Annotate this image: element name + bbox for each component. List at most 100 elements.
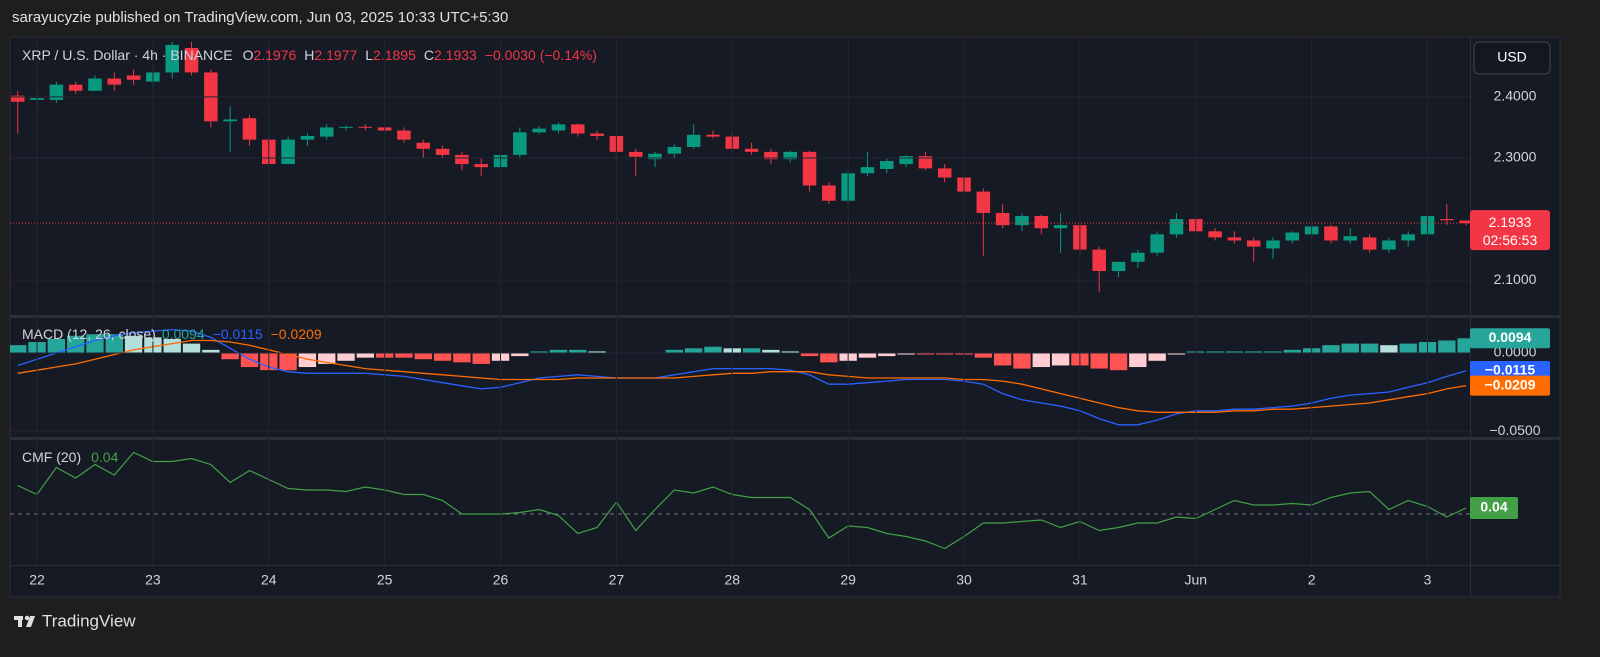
histogram-bar [936,352,954,355]
x-tick-label: Jun [1184,572,1207,588]
legend-value: −0.0209 [271,326,322,342]
axis-value-box [1470,328,1550,349]
signal-line [17,339,1467,413]
candle-body [1246,240,1261,247]
histogram-bar [897,352,915,355]
histogram-bar [1264,351,1282,353]
x-tick-label: 2 [1308,572,1316,588]
candle-body [1440,219,1454,221]
axis-value-label: −0.0209 [1485,376,1536,392]
legend-value: 2.1895 [373,47,416,63]
x-tick-label: 31 [1072,572,1088,588]
candle-body [1227,237,1242,241]
legend: MACD (12, 26, close) 0.0094 −0.0115 −0.0209 [22,326,322,342]
candle-body [223,119,237,122]
legend-title: CMF (20) [22,449,81,465]
legend-change: −0.0030 (−0.14%) [485,47,597,63]
x-tick-label: 24 [261,572,277,588]
x-tick-label: 28 [724,572,740,588]
cmf-line [17,451,1467,550]
candle-body [435,148,450,155]
x-tick-label: 26 [493,572,509,588]
legend-key: C [424,47,434,63]
candle-body [899,156,913,165]
candle-body [802,151,817,186]
legend-key: H [304,47,314,63]
candle-body [686,134,701,147]
histogram-bar [1341,343,1359,353]
candle-body [764,151,778,160]
histogram-bar [588,351,606,353]
histogram-bar [105,334,123,353]
histogram-bar [916,352,935,355]
x-tick-label: 3 [1424,572,1432,588]
currency-button[interactable] [1473,41,1551,75]
axis-value-label: −0.0115 [1485,362,1535,378]
candle-body [1285,232,1300,241]
histogram-bar [1457,338,1470,353]
candle-body [706,134,720,137]
x-tick-label: 25 [377,572,393,588]
candle-body [551,124,566,131]
candle-body [1034,216,1049,229]
candle-body [860,167,875,174]
histogram-bar [1399,343,1417,353]
histogram-bar [1245,351,1263,353]
candle-body [339,126,353,128]
candle-body [68,84,83,91]
candle-body [281,139,295,165]
histogram-bar [1380,345,1398,353]
candle-body [88,78,102,91]
candle-body [1266,240,1280,249]
histogram-bar [298,352,317,368]
histogram-bar [993,352,1012,366]
candle-body [1053,225,1068,229]
histogram-bar [10,345,27,353]
candle-body [822,185,836,201]
legend-value: 2.1976 [253,47,296,63]
candle-body [648,153,662,160]
histogram-bar [800,352,819,357]
candle-body [300,135,315,140]
histogram-bar [221,352,239,360]
histogram-bar [569,349,587,353]
histogram-bar [878,352,896,357]
histogram-bar [549,349,568,353]
candle-body [976,191,991,213]
histogram-bar [684,348,703,353]
currency-label: USD [1497,49,1527,65]
histogram-bar [395,352,413,358]
legend-symbol: XRP / U.S. Dollar · 4h · BINANCE [22,47,233,63]
histogram-bar [762,349,780,353]
axis-value-box [1470,496,1518,519]
histogram-bar [742,348,761,353]
candle-body [532,128,546,133]
footer-brand: TradingView [42,611,136,630]
published-line: sarayucyzie published on TradingView.com… [12,9,509,26]
histogram-bar [974,352,993,358]
candle-body [667,146,682,154]
last-price-box [1470,210,1550,251]
histogram-bar [1051,352,1070,366]
candle-body [1208,231,1222,238]
candle-body [1015,216,1029,226]
histogram-bar [511,352,529,357]
histogram-bar [1013,352,1031,369]
macd-line [17,328,1467,426]
candle-body [1459,220,1470,224]
candle-body [455,154,469,165]
histogram-bar [1129,352,1147,368]
candle-body [1169,219,1184,235]
histogram-bar [1322,345,1340,353]
candle-body [1131,252,1145,262]
candle-body [416,142,431,149]
histogram-bar [279,352,297,371]
x-tick-label: 30 [956,572,972,588]
legend-value: −0.0115 [213,326,263,342]
x-tick-label: 23 [145,572,161,588]
legend-value: 0.04 [91,449,118,465]
x-tick-label: 29 [840,572,856,588]
histogram-bar [337,352,355,361]
histogram-bar [472,352,490,364]
